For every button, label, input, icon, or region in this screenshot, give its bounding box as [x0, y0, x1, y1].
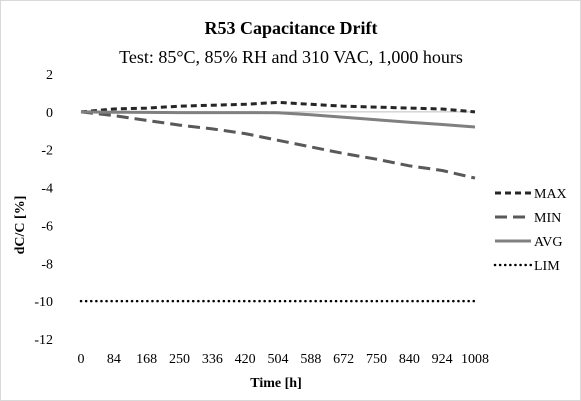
- x-tick-label: 750: [366, 352, 387, 367]
- y-tick-label: -10: [34, 295, 53, 310]
- chart-title: R53 Capacitance Drift: [205, 18, 378, 38]
- series-line-min: [80, 110, 476, 180]
- legend-label-lim: LIM: [534, 259, 560, 274]
- series-line-avg: [80, 110, 476, 129]
- x-tick-label: 250: [169, 352, 190, 367]
- y-tick-label: -12: [34, 333, 53, 348]
- y-tick-label: -6: [41, 219, 53, 234]
- chart-subtitle: Test: 85°C, 85% RH and 310 VAC, 1,000 ho…: [119, 47, 463, 67]
- y-tick-label: -4: [41, 182, 53, 197]
- y-tick-label: -2: [41, 144, 53, 159]
- x-tick-label: 504: [268, 352, 289, 367]
- y-tick-label: 2: [46, 68, 53, 83]
- x-tick-label: 840: [399, 352, 420, 367]
- x-tick-labels: 0 84 168 250 336 420 504 588 672 750 840 924 1008: [78, 352, 490, 367]
- y-tick-labels: 2 0 -2 -4 -6 -8 -10 -12: [34, 68, 53, 348]
- x-tick-label: 168: [136, 352, 157, 367]
- legend-label-min: MIN: [534, 211, 561, 226]
- x-tick-label: 924: [432, 352, 453, 367]
- x-axis-title: Time [h]: [250, 376, 301, 391]
- legend-label-avg: AVG: [534, 235, 563, 250]
- series-group: [79, 100, 477, 303]
- x-tick-label: 420: [235, 352, 256, 367]
- x-tick-label: 0: [78, 352, 85, 367]
- x-tick-label: 672: [333, 352, 354, 367]
- y-axis-title: dC/C [%]: [13, 196, 28, 255]
- series-line-max: [80, 100, 476, 114]
- x-tick-label: 336: [202, 352, 223, 367]
- y-tick-label: -8: [41, 257, 53, 272]
- y-tick-label: 0: [46, 106, 53, 121]
- legend: MAX MIN AVG LIM: [493, 187, 567, 274]
- x-tick-label: 588: [300, 352, 321, 367]
- x-tick-label: 1008: [461, 352, 489, 367]
- legend-label-max: MAX: [534, 187, 567, 202]
- x-tick-label: 84: [107, 352, 121, 367]
